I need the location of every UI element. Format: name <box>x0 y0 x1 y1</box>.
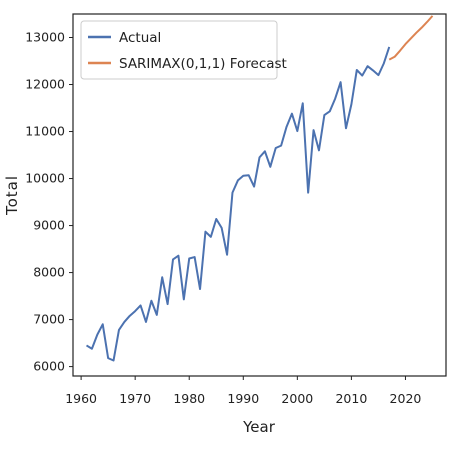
x-tick-label: 1990 <box>227 391 259 406</box>
y-tick-label: 9000 <box>33 218 65 233</box>
x-tick-label: 1970 <box>119 391 151 406</box>
y-tick-label: 12000 <box>25 77 65 92</box>
legend-label-forecast: SARIMAX(0,1,1) Forecast <box>119 56 287 72</box>
series-line-forecast <box>388 15 434 61</box>
legend: Actual SARIMAX(0,1,1) Forecast <box>80 20 287 80</box>
x-tick-label: 1980 <box>173 391 205 406</box>
y-tick-label: 11000 <box>25 124 65 139</box>
y-tick-label: 6000 <box>33 359 65 374</box>
legend-box <box>80 20 278 80</box>
x-tick-label: 2020 <box>390 391 422 406</box>
y-axis-ticks: 6000 7000 8000 9000 10000 11000 12000 13000 <box>25 30 73 374</box>
series-layer <box>85 15 434 362</box>
y-tick-label: 13000 <box>25 30 65 45</box>
x-axis-title: Year <box>242 418 276 436</box>
legend-label-actual: Actual <box>119 30 161 46</box>
series-line-actual <box>85 46 391 362</box>
x-axis-ticks: 1960 1970 1980 1990 2000 2010 2020 <box>65 376 421 406</box>
x-tick-label: 1960 <box>65 391 97 406</box>
y-tick-label: 10000 <box>25 171 65 186</box>
y-tick-label: 8000 <box>33 265 65 280</box>
x-tick-label: 2000 <box>281 391 313 406</box>
x-tick-label: 2010 <box>335 391 367 406</box>
y-tick-label: 7000 <box>33 312 65 327</box>
y-axis-title: Total <box>3 175 21 216</box>
